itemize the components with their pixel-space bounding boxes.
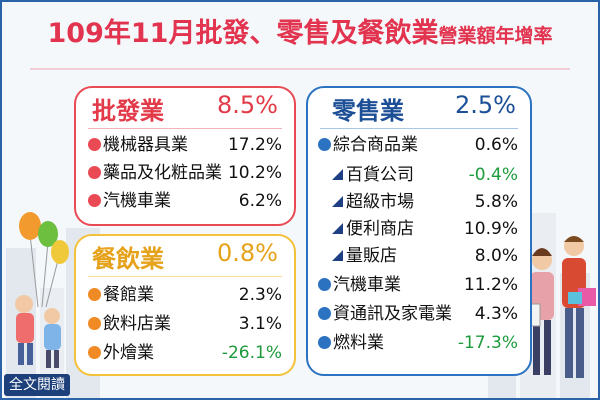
list-item: 燃料業 -17.3%: [318, 330, 518, 356]
read-all-button[interactable]: 全文閱讀: [4, 374, 70, 396]
list-item: 汽機車業 11.2%: [318, 272, 518, 298]
bullet-dot-icon: [88, 346, 101, 359]
list-item: 量販店 8.0%: [332, 243, 518, 269]
page-title: 109年11月批發、零售及餐飲業營業額年增率: [2, 2, 598, 66]
bullet-dot-icon: [88, 288, 101, 301]
list-item: 外燴業 -26.1%: [88, 340, 282, 366]
list-item: 汽機車業 6.2%: [88, 188, 282, 214]
title-main: 109年11月批發、零售及餐飲業: [47, 18, 439, 49]
bullet-dot-icon: [88, 166, 101, 179]
food-service-panel: 餐飲業 0.8% 餐館業 2.3% 飲料店業 3.1% 外燴業 -26.1%: [74, 234, 296, 376]
bullet-dot-icon: [88, 194, 101, 207]
bullet-dot-icon: [88, 317, 101, 330]
retail-title: 零售業: [332, 97, 404, 125]
bullet-dot-icon: [318, 336, 331, 349]
list-item: 餐館業 2.3%: [88, 282, 282, 308]
list-item: 綜合商品業 0.6%: [318, 132, 518, 158]
wholesale-value: 8.5%: [217, 91, 278, 119]
title-suffix: 營業額年增率: [438, 25, 553, 47]
kids-with-balloons-illustration: [15, 212, 69, 368]
list-item: 資通訊及家電業 4.3%: [318, 301, 518, 327]
sub-item-triangle-icon: [332, 196, 343, 207]
list-item: 藥品及化粧品業 10.2%: [88, 160, 282, 186]
list-item: 飲料店業 3.1%: [88, 311, 282, 337]
header-divider: [30, 68, 570, 70]
food-service-divider: [88, 276, 282, 277]
food-service-value: 0.8%: [217, 239, 278, 267]
sub-item-triangle-icon: [332, 223, 343, 234]
sub-item-triangle-icon: [332, 169, 343, 180]
list-item: 超級市場 5.8%: [332, 189, 518, 215]
sub-item-triangle-icon: [332, 250, 343, 261]
shoppers-illustration: [521, 236, 596, 378]
list-item: 便利商店 10.9%: [332, 216, 518, 242]
retail-panel: 零售業 2.5% 綜合商品業 0.6% 百貨公司 -0.4% 超級市場 5.8%…: [306, 86, 532, 376]
bullet-dot-icon: [318, 138, 331, 151]
food-service-title: 餐飲業: [92, 245, 164, 273]
bullet-dot-icon: [318, 307, 331, 320]
bullet-dot-icon: [318, 278, 331, 291]
list-item: 百貨公司 -0.4%: [332, 162, 518, 188]
wholesale-divider: [88, 128, 282, 129]
wholesale-panel: 批發業 8.5% 機械器具業 17.2% 藥品及化粧品業 10.2% 汽機車業 …: [74, 86, 296, 226]
bullet-dot-icon: [88, 138, 101, 151]
list-item: 機械器具業 17.2%: [88, 132, 282, 158]
retail-divider: [320, 128, 518, 129]
wholesale-title: 批發業: [92, 97, 164, 125]
retail-value: 2.5%: [455, 91, 516, 119]
